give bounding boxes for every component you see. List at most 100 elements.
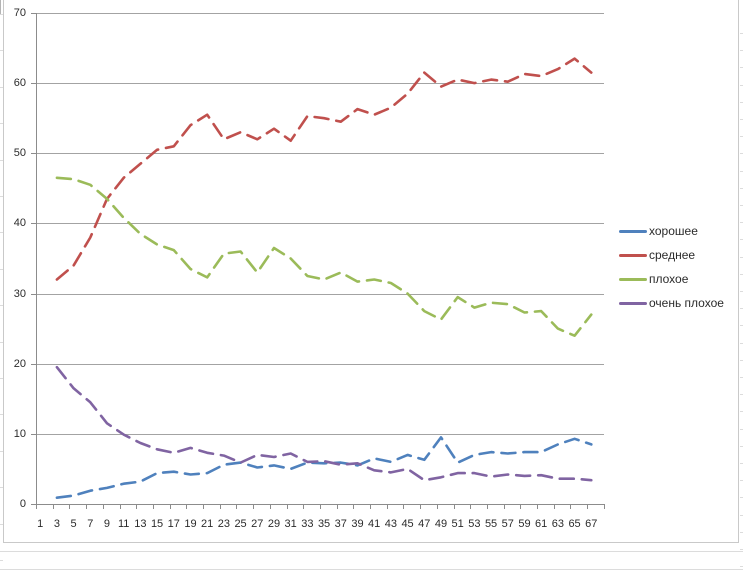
worksheet-gridline-mark [740,497,743,499]
x-axis-label-59: 59 [518,518,531,530]
legend-label: плохое [649,272,689,286]
legend-line-swatch [619,229,647,233]
legend-label: очень плохое [649,296,724,310]
worksheet-gridline-mark [740,325,743,327]
worksheet-gridline-mark [0,159,3,161]
legend-line-swatch [619,277,647,281]
x-axis-label-5: 5 [70,518,77,530]
y-axis-label-0: 0 [19,498,26,510]
x-axis-label-23: 23 [217,518,230,530]
legend-item-0[interactable]: хорошее [619,222,724,240]
x-axis-label-15: 15 [150,518,164,530]
worksheet-gridline-mark [740,273,743,275]
worksheet-gridline-mark [0,378,3,379]
worksheet-gridline-mark [0,414,3,416]
x-axis-label-21: 21 [201,518,214,530]
worksheet-gridline-mark [740,136,743,138]
worksheet-gridline-mark [740,411,743,413]
worksheet-gridline-mark [740,33,743,34]
x-axis-label-43: 43 [384,518,397,530]
x-axis-label-3: 3 [53,518,60,530]
worksheet-gridline-mark [740,170,743,172]
x-axis-label-65: 65 [568,518,581,530]
worksheet-gridline-mark [740,291,743,292]
worksheet-gridline-mark [0,450,3,452]
worksheet-gridline-mark [740,187,743,189]
worksheet-gridline-mark [0,14,3,15]
worksheet-gridline-mark [740,480,743,482]
x-axis-label-25: 25 [234,518,247,530]
series-line-0[interactable] [55,436,593,500]
worksheet-gridline-mark [740,566,743,568]
worksheet-gridline-mark [740,84,743,86]
y-axis-label-70: 70 [13,6,26,19]
x-axis-label-7: 7 [87,518,94,530]
worksheet-gridline-mark [740,394,743,396]
worksheet-gridline-mark [740,101,743,103]
x-axis-label-55: 55 [484,518,498,530]
y-axis-label-30: 30 [13,287,26,300]
y-axis-label-40: 40 [13,217,26,230]
worksheet-gridline-mark [0,86,3,88]
x-axis-label-17: 17 [167,518,180,530]
legend-item-3[interactable]: очень плохое [619,294,724,312]
worksheet-gridline-mark [740,514,743,516]
series-line-1[interactable] [55,57,593,281]
x-axis-label-41: 41 [368,518,381,530]
worksheet-gridline-mark [740,428,743,430]
y-axis-label-20: 20 [13,357,26,370]
legend-label: хорошее [649,224,698,238]
legend-label: среднее [649,248,696,262]
worksheet-gridline-mark [0,268,3,270]
worksheet-gridline-mark [0,50,3,52]
x-axis-label-13: 13 [134,518,147,530]
y-axis-label-10: 10 [13,427,26,440]
x-axis-label-57: 57 [501,518,514,530]
x-axis-label-9: 9 [103,518,111,530]
x-axis-label-45: 45 [401,518,414,530]
worksheet-gridline-mark [0,196,3,197]
worksheet-gridline-mark [0,341,3,343]
chart-legend[interactable]: хорошее среднее плохое очень плохое [619,222,724,318]
x-axis-label-31: 31 [284,518,297,530]
worksheet-gridline-mark [0,123,3,125]
worksheet-gridline-mark [740,153,743,155]
worksheet-gridline-mark [0,568,743,570]
series-line-3[interactable] [55,365,593,482]
worksheet-gridline-mark [740,377,743,378]
x-axis-label-1: 1 [37,518,44,530]
worksheet-gridline-mark [740,463,743,464]
worksheet-gridline-mark [740,445,743,447]
y-axis-label-50: 50 [13,147,26,160]
x-axis-label-47: 47 [418,518,431,530]
x-axis-label-11: 11 [117,518,130,530]
x-axis-label-33: 33 [301,518,314,530]
series-line-2[interactable] [55,176,593,338]
worksheet-gridline-mark [740,256,743,258]
worksheet-gridline-mark [0,487,3,489]
worksheet-gridline-mark [0,232,3,234]
worksheet-gridline-mark [740,67,743,69]
worksheet-gridline-mark [0,551,743,552]
x-axis-label-19: 19 [184,518,197,530]
x-axis-label-35: 35 [317,518,331,530]
worksheet-gridline-mark [740,119,743,120]
worksheet-gridline-mark [740,308,743,310]
x-axis-label-61: 61 [535,518,548,530]
x-axis-label-49: 49 [434,518,448,530]
worksheet-gridline-mark [0,523,3,525]
x-axis-label-67: 67 [585,518,598,530]
worksheet-gridline-mark [740,549,743,550]
worksheet-gridline-mark [740,50,743,52]
x-axis-label-27: 27 [251,518,264,530]
legend-item-1[interactable]: среднее [619,246,724,264]
worksheet-gridline-mark [740,531,743,533]
x-axis-label-53: 53 [468,518,481,530]
x-axis-label-29: 29 [267,518,281,530]
legend-item-2[interactable]: плохое [619,270,724,288]
worksheet-gridline-mark [0,305,3,307]
chart-frame[interactable] [3,0,739,543]
worksheet-gridline-mark [0,0,1,14]
